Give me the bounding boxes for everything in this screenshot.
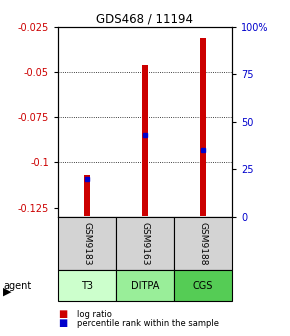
Bar	[58, 217, 116, 270]
Bar	[58, 270, 116, 301]
Bar	[174, 270, 232, 301]
Bar	[116, 217, 174, 270]
Bar	[142, 65, 148, 216]
Text: ■: ■	[58, 309, 67, 319]
Bar	[200, 38, 206, 216]
Text: percentile rank within the sample: percentile rank within the sample	[77, 319, 219, 328]
Text: ▶: ▶	[3, 286, 11, 296]
Text: ■: ■	[58, 318, 67, 328]
Bar	[174, 217, 232, 270]
Text: T3: T3	[81, 281, 93, 291]
Text: GSM9188: GSM9188	[198, 222, 208, 265]
Title: GDS468 / 11194: GDS468 / 11194	[97, 13, 193, 26]
Bar	[84, 175, 90, 216]
Text: DITPA: DITPA	[131, 281, 159, 291]
Text: GSM9183: GSM9183	[82, 222, 92, 265]
Text: log ratio: log ratio	[77, 310, 112, 319]
Text: CGS: CGS	[193, 281, 213, 291]
Bar	[116, 270, 174, 301]
Text: agent: agent	[3, 281, 31, 291]
Text: GSM9163: GSM9163	[140, 222, 150, 265]
